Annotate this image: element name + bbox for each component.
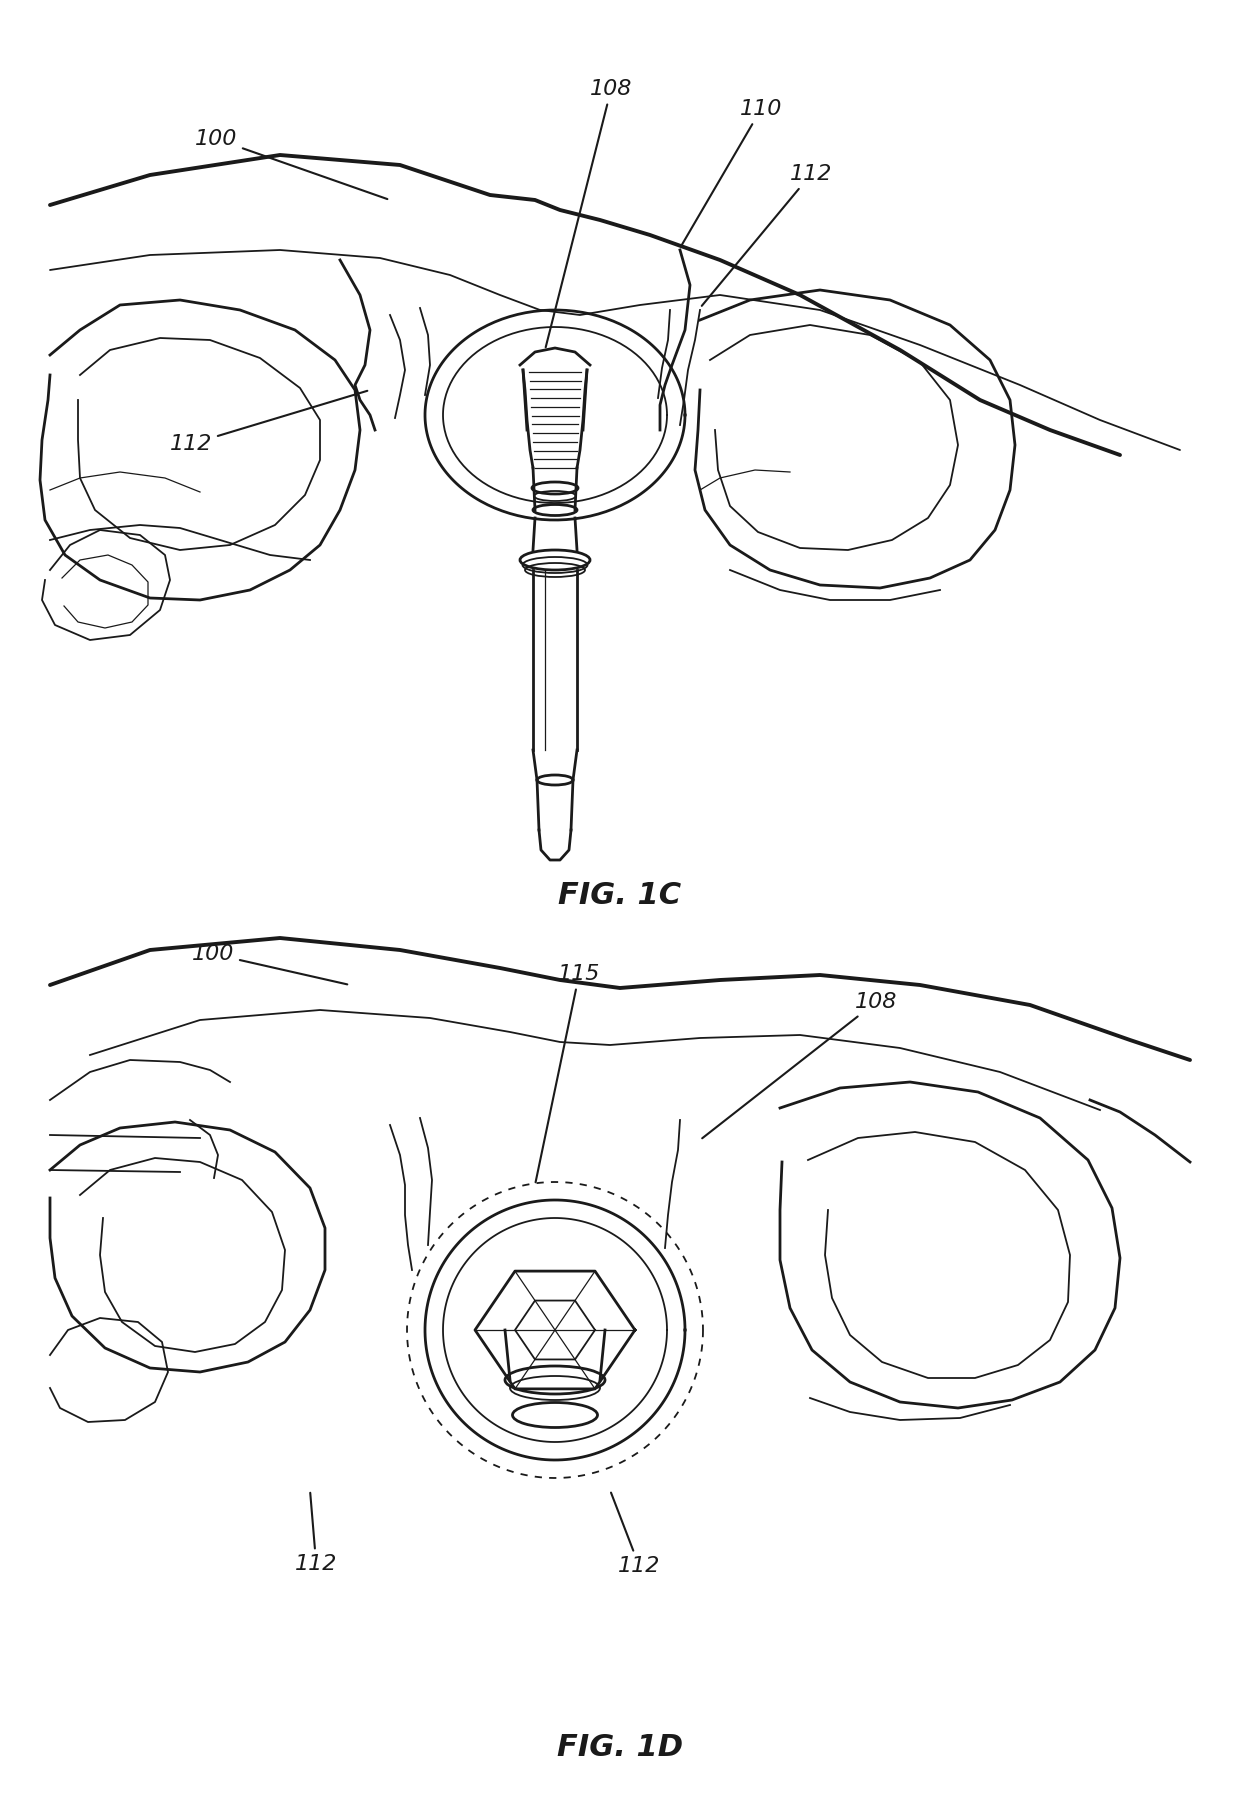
Text: 112: 112 — [702, 164, 832, 307]
Text: 100: 100 — [195, 130, 387, 198]
Text: FIG. 1C: FIG. 1C — [558, 880, 682, 909]
Text: 108: 108 — [702, 992, 898, 1138]
Text: 100: 100 — [192, 943, 347, 985]
Text: 108: 108 — [546, 79, 632, 348]
Text: 112: 112 — [170, 391, 367, 455]
Text: FIG. 1D: FIG. 1D — [557, 1734, 683, 1763]
Text: 112: 112 — [611, 1492, 661, 1577]
Text: 112: 112 — [295, 1492, 337, 1575]
Text: 115: 115 — [536, 963, 600, 1182]
Text: 110: 110 — [682, 99, 782, 245]
